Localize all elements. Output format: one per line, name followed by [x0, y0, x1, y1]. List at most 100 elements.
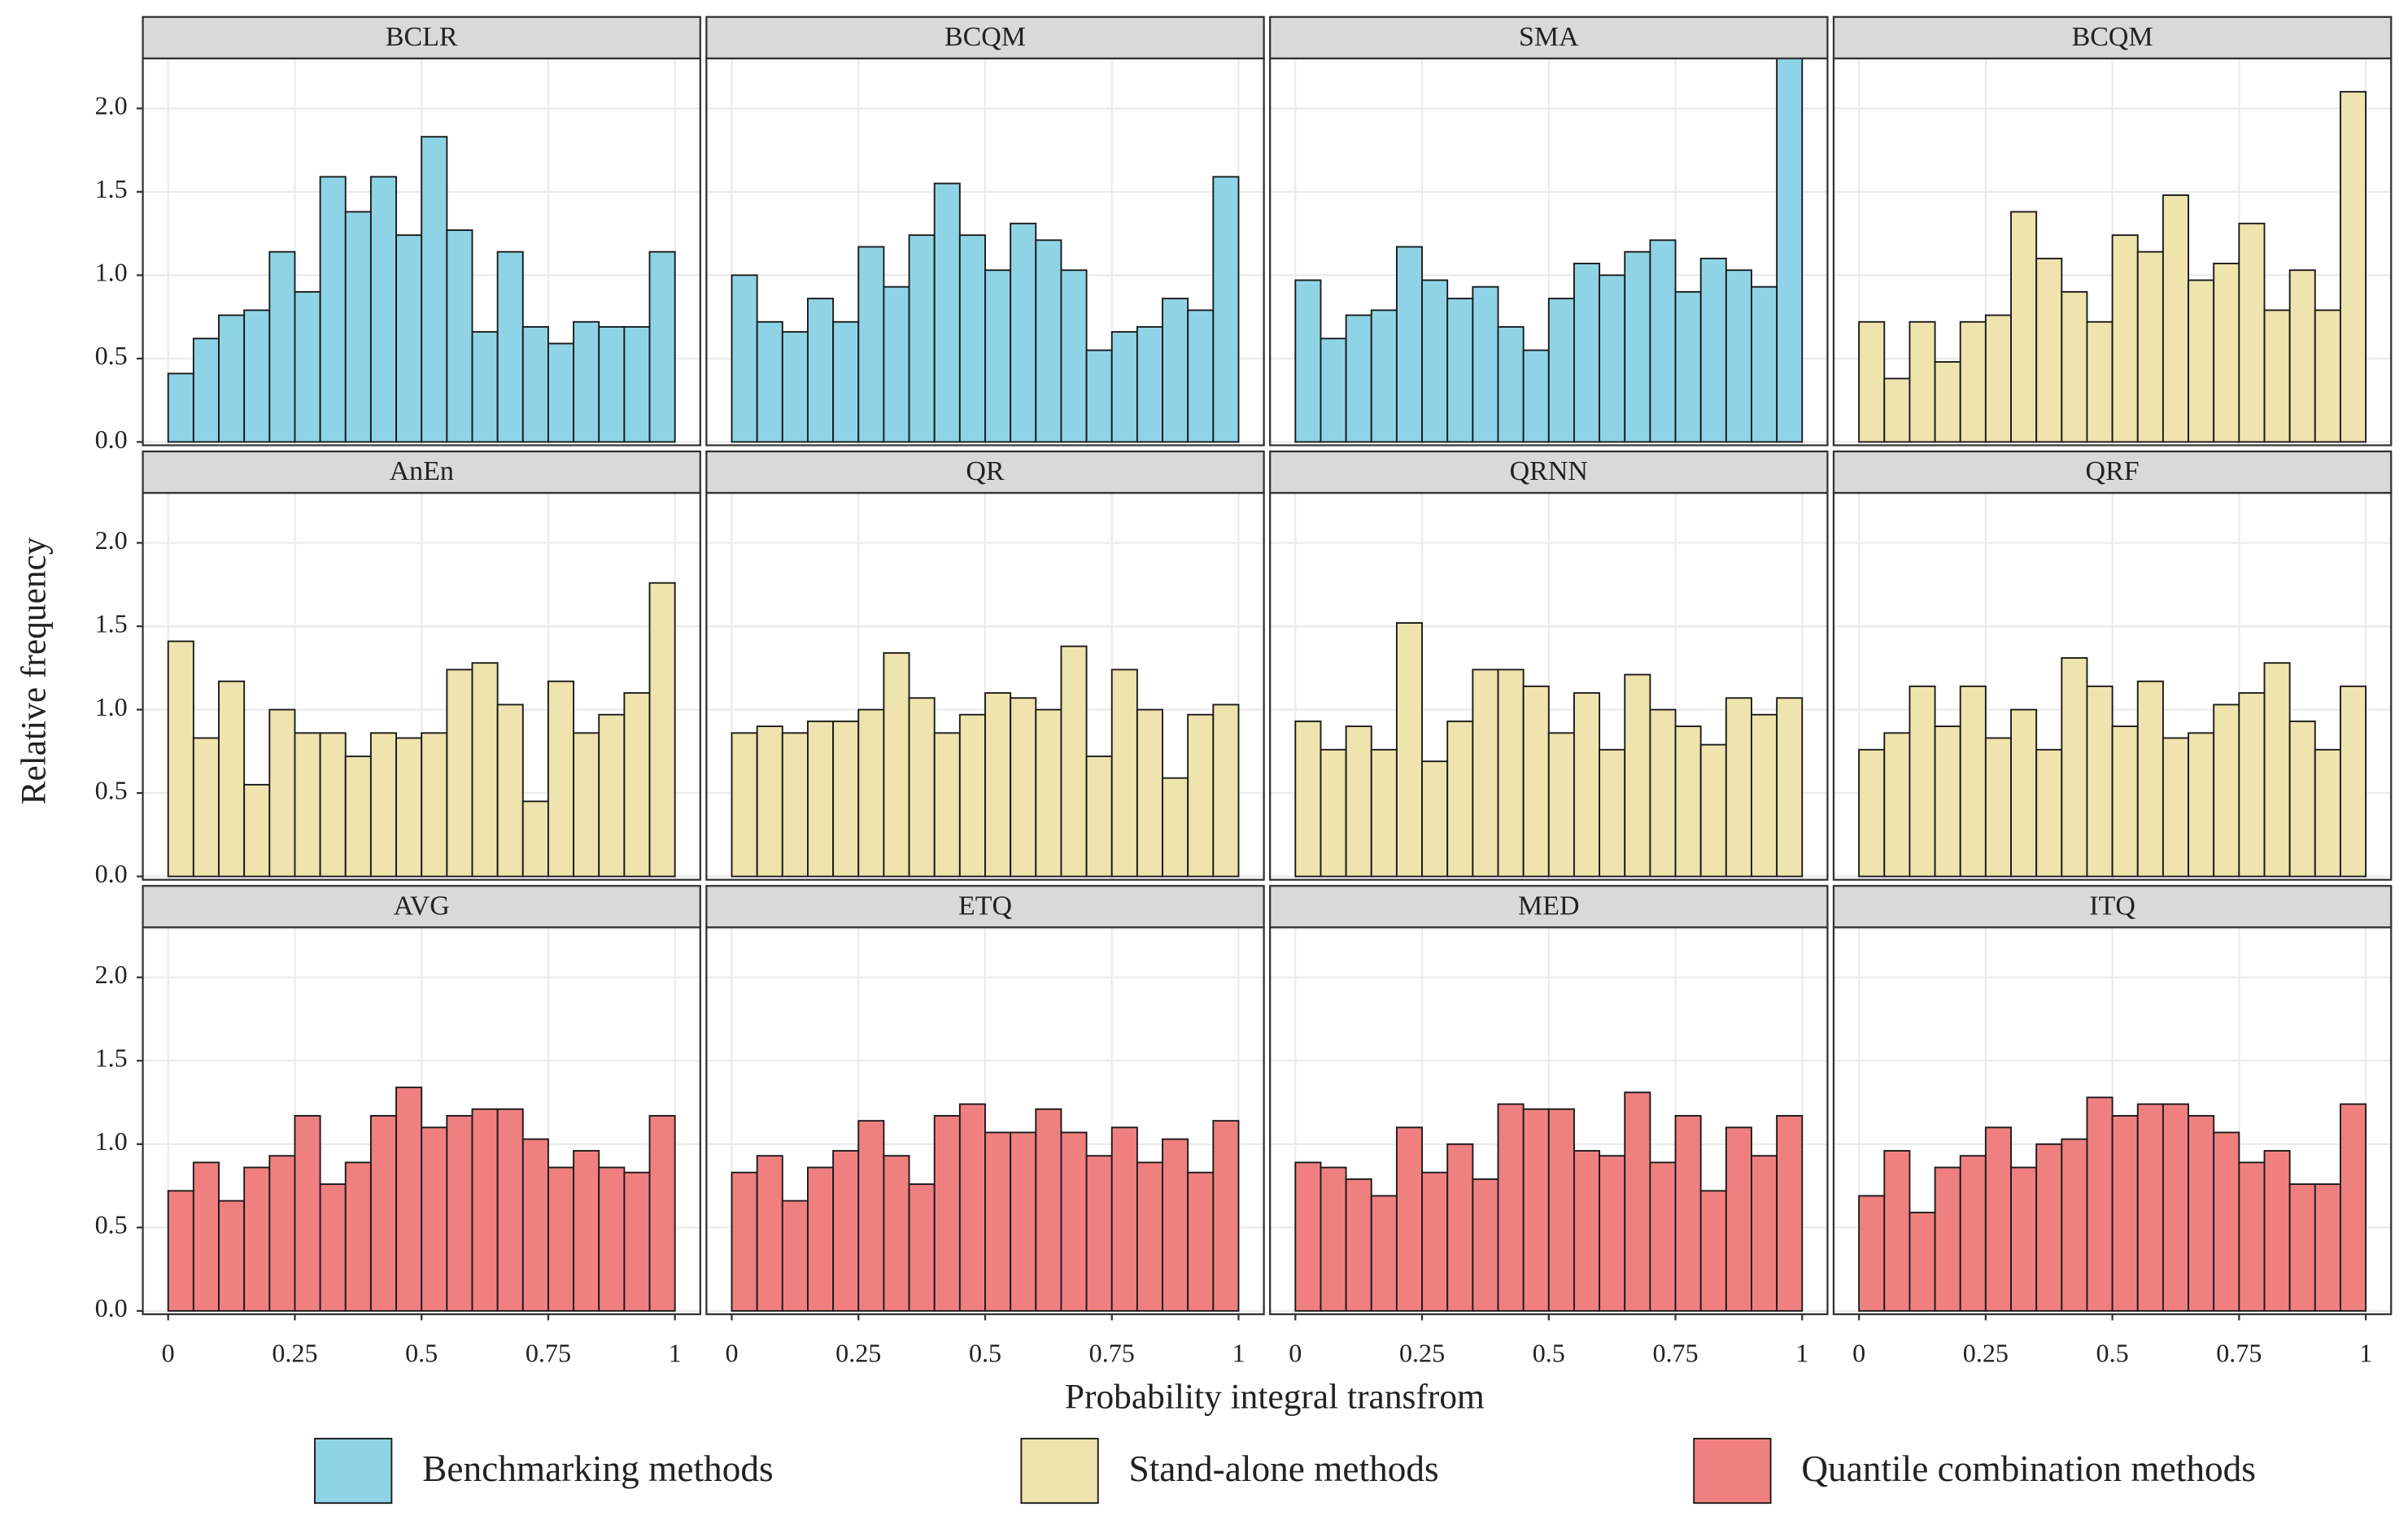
- bar: [908, 697, 936, 878]
- bar: [1320, 1166, 1347, 1312]
- bar: [1624, 673, 1651, 878]
- bar: [1497, 1103, 1525, 1312]
- x-tick-label: 1: [1232, 1338, 1245, 1367]
- panel: ITQ 0 0.25 0.5 0.75 1: [1832, 885, 2393, 1367]
- bar: [1085, 756, 1113, 878]
- bar: [1136, 1161, 1163, 1312]
- x-tick-label: 0: [1852, 1338, 1865, 1367]
- bar: [2136, 250, 2164, 443]
- bar: [807, 721, 835, 878]
- strip: [142, 885, 701, 929]
- bar: [1446, 298, 1474, 443]
- bar: [883, 651, 910, 878]
- x-tick-label: 1: [669, 1338, 682, 1367]
- bar: [1522, 1108, 1550, 1312]
- bar: [496, 250, 524, 443]
- bar: [933, 1115, 961, 1312]
- bar: [648, 581, 676, 878]
- bar: [2162, 194, 2189, 443]
- bar: [623, 325, 651, 443]
- bar: [1573, 1150, 1601, 1312]
- bar: [2136, 680, 2164, 878]
- bar: [756, 320, 783, 443]
- bar: [1624, 250, 1651, 443]
- x-tick-label: 0.25: [272, 1338, 317, 1367]
- y-axis-label: Relative frequency: [14, 537, 53, 804]
- bar: [1573, 692, 1601, 878]
- bar: [984, 1131, 1012, 1312]
- bar: [1909, 685, 1936, 878]
- bar: [1497, 325, 1525, 443]
- bar: [1776, 58, 1804, 443]
- bar: [1294, 721, 1322, 878]
- bar: [2188, 1115, 2215, 1312]
- bar: [2263, 662, 2291, 878]
- bar: [167, 640, 194, 878]
- bar: [369, 1115, 397, 1312]
- bar: [1624, 1091, 1651, 1312]
- bar: [1136, 325, 1163, 443]
- y-tick-label: 1.0: [95, 1126, 128, 1156]
- panel: AnEn 0.0 0.5 1.0 1.5 2.0: [95, 450, 701, 888]
- bar: [2339, 685, 2367, 878]
- bar: [2010, 211, 2038, 443]
- bar: [1649, 1161, 1677, 1312]
- panel: QRNN: [1269, 450, 1829, 881]
- strip-title: BCQM: [944, 22, 1026, 52]
- bar: [1035, 1108, 1062, 1312]
- bar: [1497, 669, 1525, 878]
- x-axis-label: Probability integral transfrom: [1065, 1378, 1485, 1417]
- y-tick-label: 1.0: [95, 692, 128, 721]
- bar: [2213, 1131, 2240, 1312]
- y-tick-label: 1.5: [95, 1043, 128, 1073]
- panel: BCQM: [705, 15, 1265, 446]
- x-tick-label: 1: [2359, 1338, 2372, 1367]
- panel: AVG 0.0 0.5 1.0 1.5 2.0 0 0.25 0.5 0.75 1: [95, 885, 701, 1367]
- bar: [1060, 269, 1088, 443]
- x-tick-label: 0: [162, 1338, 175, 1367]
- bars: [1858, 90, 2367, 443]
- bar: [984, 269, 1012, 443]
- strip-title: BCLR: [386, 22, 458, 52]
- bar: [2111, 234, 2139, 443]
- bar: [268, 1155, 296, 1312]
- bar: [648, 1115, 676, 1312]
- bar: [781, 1200, 809, 1312]
- bar: [395, 1087, 423, 1312]
- bar: [598, 1166, 626, 1312]
- strip: [1269, 450, 1829, 494]
- bar: [2213, 263, 2240, 443]
- bar: [1776, 1115, 1804, 1312]
- bar: [369, 732, 397, 878]
- strip-title: QRF: [2086, 456, 2140, 486]
- bar: [268, 250, 296, 443]
- bar: [167, 1190, 194, 1312]
- x-tick-label: 0.75: [1089, 1338, 1135, 1367]
- bar: [2238, 222, 2266, 443]
- bar: [1395, 622, 1424, 878]
- bar: [2086, 320, 2114, 443]
- strip: [1832, 885, 2393, 929]
- panel: MED 0 0.25 0.5 0.75 1: [1269, 885, 1829, 1367]
- legend-label: Quantile combination methods: [1801, 1448, 2256, 1489]
- bar: [1858, 320, 1886, 443]
- bars: [167, 136, 676, 443]
- strip-title: MED: [1518, 891, 1579, 921]
- strip: [705, 885, 1265, 929]
- bar: [395, 234, 423, 443]
- bar: [1599, 1155, 1626, 1312]
- bar: [471, 1108, 499, 1312]
- bar: [756, 725, 783, 878]
- bar: [2288, 721, 2316, 878]
- bar: [781, 331, 809, 443]
- y-tick-label: 1.5: [95, 608, 128, 638]
- panel: BCQM: [1832, 15, 2393, 446]
- bar: [1187, 713, 1215, 878]
- legend-label: Stand-alone methods: [1129, 1448, 1439, 1489]
- bar: [1858, 748, 1886, 878]
- bar: [1110, 331, 1138, 443]
- x-tick-label: 0.25: [1399, 1338, 1445, 1367]
- bar: [1421, 760, 1449, 878]
- bars: [1294, 1091, 1804, 1312]
- bar: [623, 1171, 651, 1312]
